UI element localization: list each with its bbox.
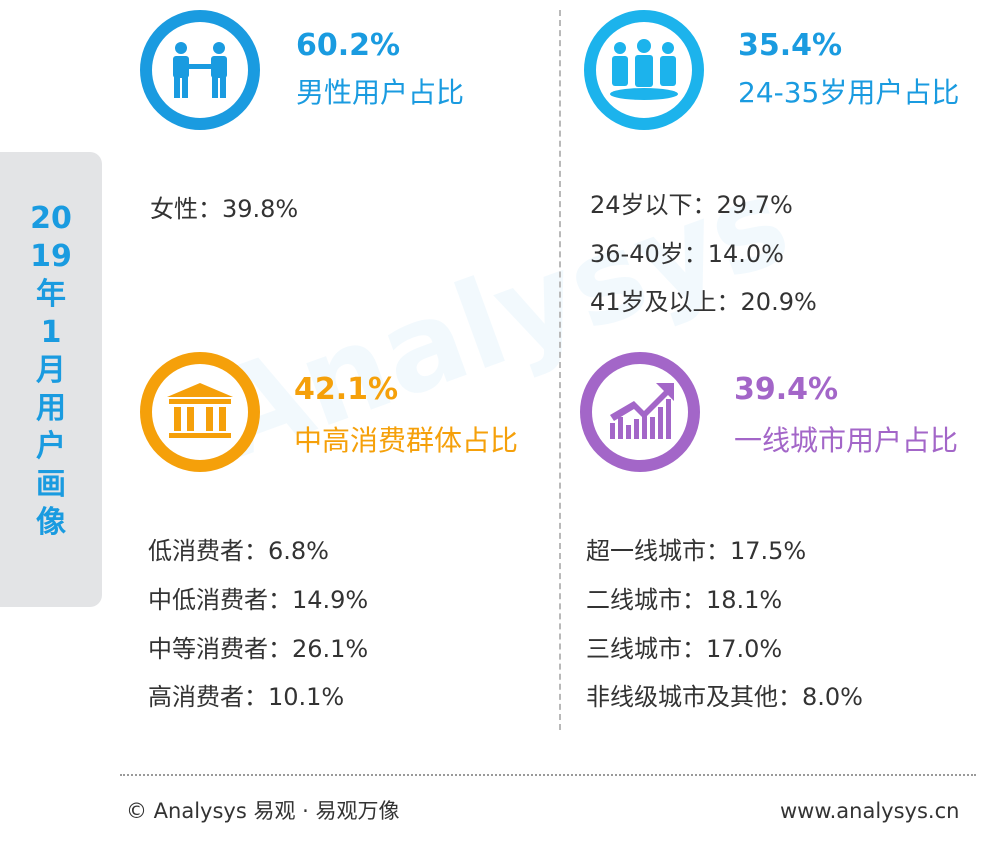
footer-divider	[120, 774, 976, 776]
city-stat: 非线级城市及其他：8.0%	[586, 683, 863, 711]
growth-chart-icon	[580, 352, 700, 472]
side-title-char: 年	[36, 277, 66, 312]
side-title-char: 像	[36, 505, 66, 540]
consumption-stat: 中等消费者：26.1%	[148, 635, 369, 663]
gender-label: 男性用户占比	[296, 76, 465, 109]
age-stat: 24岁以下：29.7%	[590, 191, 793, 219]
side-title-char: 用	[36, 391, 66, 426]
side-title-char: 月	[36, 353, 66, 388]
side-title: 20 19 年 1 月 用 户 画 像	[0, 200, 102, 542]
side-title-char: 19	[30, 239, 72, 274]
age-stat: 36-40岁：14.0%	[590, 240, 784, 268]
city-stat: 二线城市：18.1%	[586, 586, 783, 614]
handshake-people-icon	[140, 10, 260, 130]
age-stat: 41岁及以上：20.9%	[590, 288, 817, 316]
side-title-char: 户	[36, 429, 66, 464]
consumption-label: 中高消费群体占比	[294, 424, 519, 457]
gender-stat: 女性：39.8%	[150, 195, 299, 223]
consumption-stat: 高消费者：10.1%	[148, 683, 345, 711]
side-title-char: 1	[40, 315, 62, 350]
city-stat: 超一线城市：17.5%	[586, 537, 807, 565]
side-tab	[0, 152, 102, 607]
side-title-char: 20	[30, 201, 72, 236]
consumption-stat: 低消费者：6.8%	[148, 537, 329, 565]
group-people-icon	[584, 10, 704, 130]
city-percent: 39.4%	[734, 372, 839, 407]
vertical-divider	[559, 10, 561, 730]
footer-copyright: © Analysys 易观 · 易观万像	[126, 799, 400, 823]
city-label: 一线城市用户占比	[734, 424, 959, 457]
bank-building-icon	[140, 352, 260, 472]
side-title-char: 画	[36, 467, 66, 502]
age-percent: 35.4%	[738, 28, 843, 63]
consumption-percent: 42.1%	[294, 372, 399, 407]
city-stat: 三线城市：17.0%	[586, 635, 783, 663]
age-label: 24-35岁用户占比	[738, 76, 960, 109]
gender-percent: 60.2%	[296, 28, 401, 63]
footer-website[interactable]: www.analysys.cn	[780, 799, 960, 823]
consumption-stat: 中低消费者：14.9%	[148, 586, 369, 614]
